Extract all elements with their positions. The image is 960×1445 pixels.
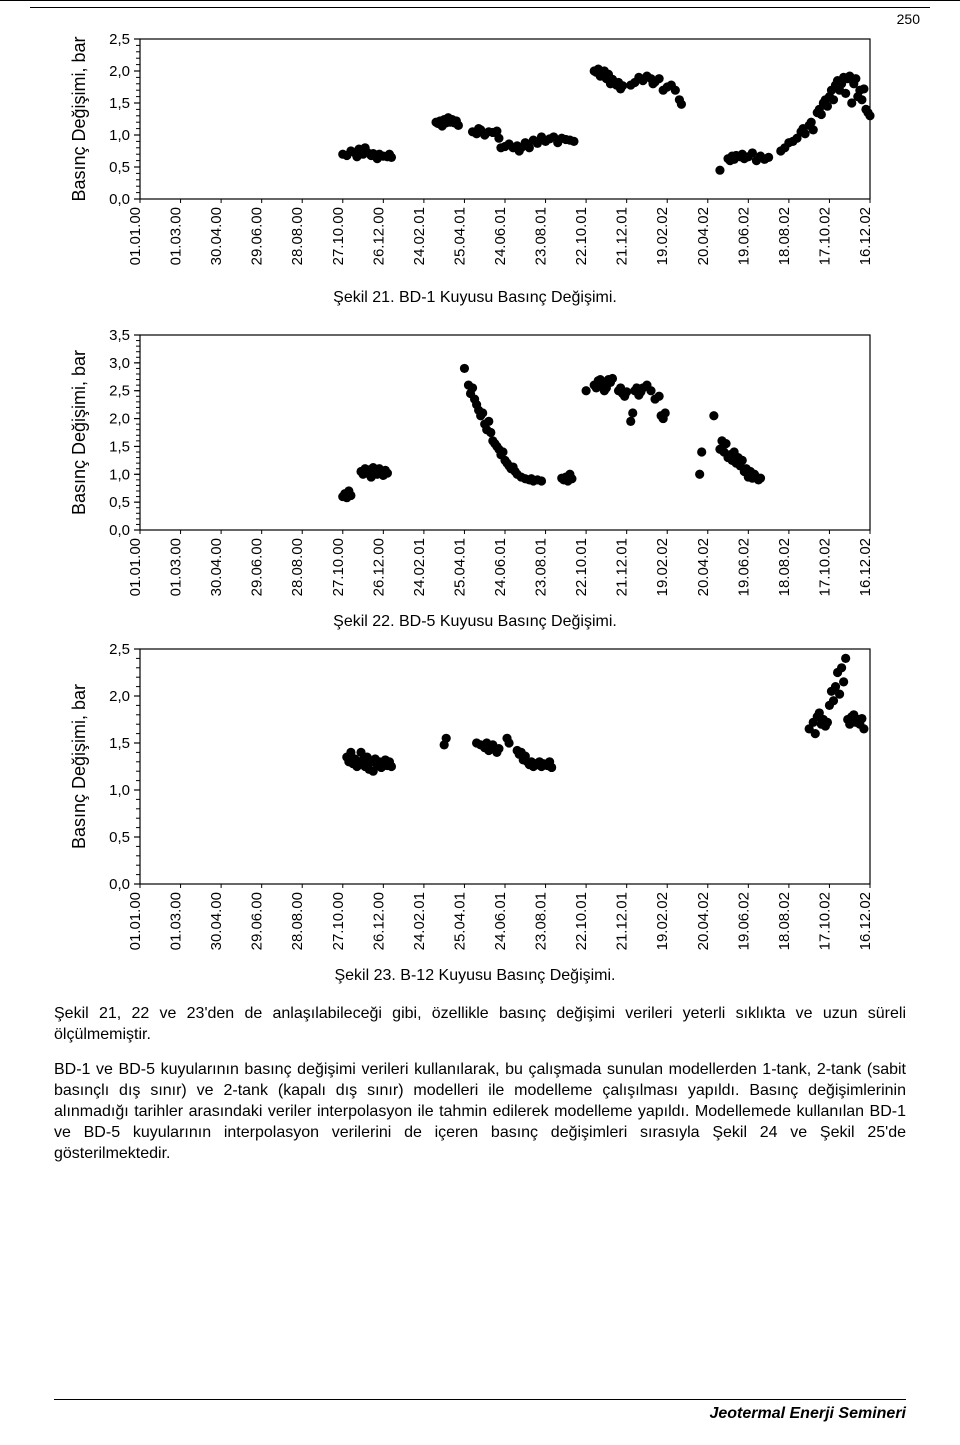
paragraph-1: Şekil 21, 22 ve 23'den de anlaşılabilece… xyxy=(54,1003,906,1045)
svg-text:01.03.00: 01.03.00 xyxy=(168,538,185,596)
chart-1-svg: 0,0 0,5 1,0 1,5 2,0 2,5 01.01.00 01.03.00 30.04.… xyxy=(60,31,890,283)
svg-text:18.08.02: 18.08.02 xyxy=(776,538,793,596)
paragraph-2: BD-1 ve BD-5 kuyularının basınç değişimi… xyxy=(54,1059,906,1165)
svg-text:0,5: 0,5 xyxy=(109,159,130,176)
page-number: 250 xyxy=(897,11,920,27)
svg-text:22.10.01: 22.10.01 xyxy=(573,892,590,950)
svg-text:16.12.02: 16.12.02 xyxy=(857,538,874,596)
svg-text:3,0: 3,0 xyxy=(109,355,130,372)
svg-text:25.04.01: 25.04.01 xyxy=(451,207,468,265)
svg-text:01.01.00: 01.01.00 xyxy=(127,207,144,265)
svg-text:23.08.01: 23.08.01 xyxy=(533,892,550,950)
svg-text:17.10.02: 17.10.02 xyxy=(816,538,833,596)
svg-text:28.08.00: 28.08.00 xyxy=(289,538,306,596)
svg-text:1,5: 1,5 xyxy=(109,438,130,455)
svg-text:25.04.01: 25.04.01 xyxy=(451,538,468,596)
svg-text:1,5: 1,5 xyxy=(109,95,130,112)
svg-text:26.12.00: 26.12.00 xyxy=(370,538,387,596)
svg-text:22.10.01: 22.10.01 xyxy=(573,207,590,265)
svg-text:2,5: 2,5 xyxy=(109,31,130,48)
svg-text:19.06.02: 19.06.02 xyxy=(735,207,752,265)
svg-text:01.03.00: 01.03.00 xyxy=(168,207,185,265)
svg-text:24.02.01: 24.02.01 xyxy=(411,538,428,596)
svg-text:26.12.00: 26.12.00 xyxy=(370,207,387,265)
chart-1-block: 0,0 0,5 1,0 1,5 2,0 2,5 01.01.00 01.03.00 30.04.… xyxy=(60,31,890,307)
svg-text:1,0: 1,0 xyxy=(109,466,130,483)
svg-text:30.04.00: 30.04.00 xyxy=(208,207,225,265)
svg-text:01.01.00: 01.01.00 xyxy=(127,538,144,596)
svg-text:29.06.00: 29.06.00 xyxy=(249,207,266,265)
svg-text:16.12.02: 16.12.02 xyxy=(857,892,874,950)
svg-text:16.12.02: 16.12.02 xyxy=(857,207,874,265)
svg-text:3,5: 3,5 xyxy=(109,327,130,344)
svg-text:24.06.01: 24.06.01 xyxy=(492,538,509,596)
svg-text:27.10.00: 27.10.00 xyxy=(330,207,347,265)
chart-3-block: 0,0 0,5 1,0 1,5 2,0 2,5 01.01.00 01.03.00 30.04.… xyxy=(60,641,890,985)
svg-text:26.12.00: 26.12.00 xyxy=(370,892,387,950)
svg-text:2,5: 2,5 xyxy=(109,383,130,400)
svg-text:2,0: 2,0 xyxy=(109,688,130,705)
chart-2-svg: 0,0 0,5 1,0 1,5 2,0 2,5 3,0 3,5 01.01.00 01.03.00… xyxy=(60,327,890,607)
footer-rule xyxy=(54,1399,906,1400)
svg-text:25.04.01: 25.04.01 xyxy=(451,892,468,950)
svg-text:24.06.01: 24.06.01 xyxy=(492,892,509,950)
svg-text:1,0: 1,0 xyxy=(109,127,130,144)
svg-text:19.02.02: 19.02.02 xyxy=(654,207,671,265)
svg-text:20.04.02: 20.04.02 xyxy=(695,892,712,950)
svg-text:30.04.00: 30.04.00 xyxy=(208,892,225,950)
svg-text:24.02.01: 24.02.01 xyxy=(411,207,428,265)
svg-text:2,0: 2,0 xyxy=(109,411,130,428)
svg-text:2,5: 2,5 xyxy=(109,641,130,658)
svg-text:24.06.01: 24.06.01 xyxy=(492,207,509,265)
svg-text:19.02.02: 19.02.02 xyxy=(654,892,671,950)
svg-text:Basınç Değişimi, bar: Basınç Değişimi, bar xyxy=(69,350,89,515)
svg-text:27.10.00: 27.10.00 xyxy=(330,538,347,596)
chart-1-caption: Şekil 21. BD-1 Kuyusu Basınç Değişimi. xyxy=(60,289,890,307)
svg-text:23.08.01: 23.08.01 xyxy=(533,207,550,265)
svg-text:22.10.01: 22.10.01 xyxy=(573,538,590,596)
svg-text:29.06.00: 29.06.00 xyxy=(249,892,266,950)
svg-text:Basınç Değişimi, bar: Basınç Değişimi, bar xyxy=(69,684,89,849)
svg-text:18.08.02: 18.08.02 xyxy=(776,207,793,265)
svg-text:17.10.02: 17.10.02 xyxy=(816,892,833,950)
svg-text:28.08.00: 28.08.00 xyxy=(289,207,306,265)
chart-3-svg: 0,0 0,5 1,0 1,5 2,0 2,5 01.01.00 01.03.00 30.04.… xyxy=(60,641,890,961)
svg-text:0,5: 0,5 xyxy=(109,494,130,511)
svg-text:01.03.00: 01.03.00 xyxy=(168,892,185,950)
svg-text:2,0: 2,0 xyxy=(109,63,130,80)
svg-text:Basınç Değişimi, bar: Basınç Değişimi, bar xyxy=(69,36,89,201)
svg-text:1,5: 1,5 xyxy=(109,735,130,752)
svg-text:0,0: 0,0 xyxy=(109,876,130,893)
svg-text:20.04.02: 20.04.02 xyxy=(695,538,712,596)
page: 250 0,0 0,5 1,0 1,5 2,0 2,5 01.01.00 01.03.00 30… xyxy=(0,0,960,1445)
svg-text:23.08.01: 23.08.01 xyxy=(533,538,550,596)
footer-label: Jeotermal Enerji Semineri xyxy=(709,1405,906,1423)
svg-text:24.02.01: 24.02.01 xyxy=(411,892,428,950)
svg-text:27.10.00: 27.10.00 xyxy=(330,892,347,950)
svg-text:19.06.02: 19.06.02 xyxy=(735,538,752,596)
svg-text:0,0: 0,0 xyxy=(109,522,130,539)
svg-text:17.10.02: 17.10.02 xyxy=(816,207,833,265)
svg-text:21.12.01: 21.12.01 xyxy=(614,892,631,950)
svg-text:21.12.01: 21.12.01 xyxy=(614,538,631,596)
svg-text:29.06.00: 29.06.00 xyxy=(249,538,266,596)
svg-text:21.12.01: 21.12.01 xyxy=(614,207,631,265)
svg-text:01.01.00: 01.01.00 xyxy=(127,892,144,950)
svg-text:18.08.02: 18.08.02 xyxy=(776,892,793,950)
svg-text:28.08.00: 28.08.00 xyxy=(289,892,306,950)
svg-text:19.02.02: 19.02.02 xyxy=(654,538,671,596)
svg-text:19.06.02: 19.06.02 xyxy=(735,892,752,950)
chart-2-block: 0,0 0,5 1,0 1,5 2,0 2,5 3,0 3,5 01.01.00 01.03.00… xyxy=(60,327,890,631)
header-rule xyxy=(30,7,930,8)
svg-text:0,5: 0,5 xyxy=(109,829,130,846)
svg-text:30.04.00: 30.04.00 xyxy=(208,538,225,596)
svg-text:1,0: 1,0 xyxy=(109,782,130,799)
svg-text:20.04.02: 20.04.02 xyxy=(695,207,712,265)
svg-text:0,0: 0,0 xyxy=(109,191,130,208)
chart-3-caption: Şekil 23. B-12 Kuyusu Basınç Değişimi. xyxy=(60,967,890,985)
chart-2-caption: Şekil 22. BD-5 Kuyusu Basınç Değişimi. xyxy=(60,613,890,631)
